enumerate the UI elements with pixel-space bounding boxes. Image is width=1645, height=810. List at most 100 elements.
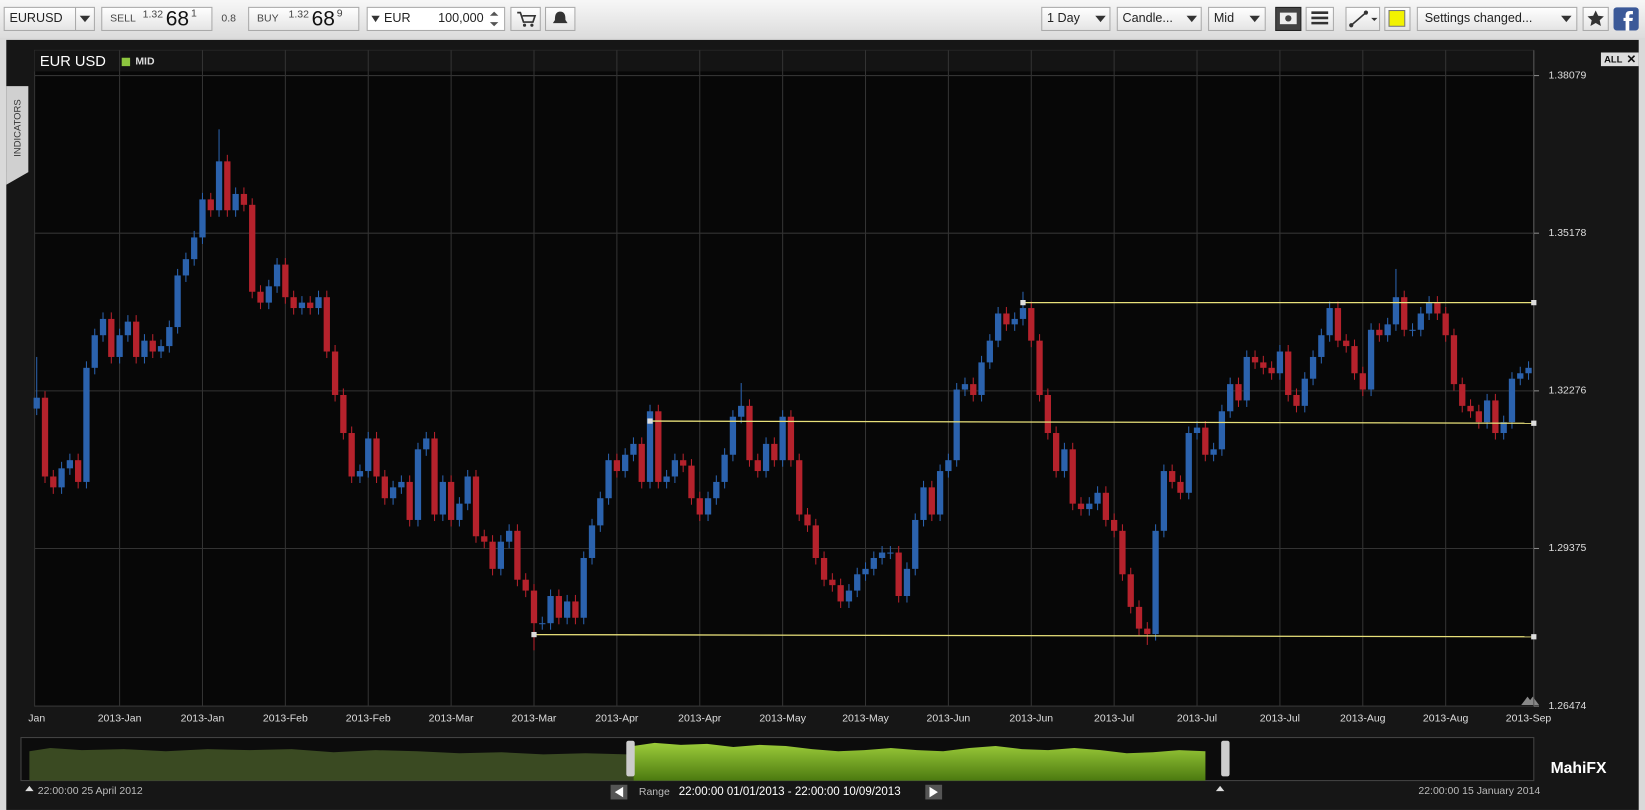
amount-input[interactable]: EUR 100,000 (366, 6, 506, 31)
candle-body (182, 259, 190, 276)
candle-body (99, 318, 107, 336)
candle-body (903, 568, 911, 597)
end-marker (1215, 785, 1225, 792)
candle-body (50, 476, 57, 488)
range-handle-left[interactable] (626, 740, 635, 777)
candle-body (746, 405, 753, 461)
candle-body (1442, 313, 1449, 336)
candle-body (1169, 471, 1176, 482)
candle-body (945, 460, 952, 472)
candle-body (133, 321, 140, 357)
candle-body (1144, 628, 1151, 635)
snapshot-button[interactable] (1275, 6, 1302, 31)
candle-body (447, 481, 455, 520)
candle-body (232, 193, 239, 211)
range-next-button[interactable] (925, 784, 943, 800)
price-select[interactable]: Mid (1208, 6, 1266, 31)
x-tick-label: 2013-Jul (1177, 713, 1217, 724)
candle-body (331, 351, 339, 395)
facebook-button[interactable] (1613, 7, 1639, 31)
interval-select[interactable]: 1 Day (1041, 6, 1111, 31)
range-handle-right[interactable] (1221, 740, 1230, 777)
zoom-label: ALL (1604, 54, 1623, 65)
candle-body (1483, 400, 1491, 423)
candle-body (1210, 449, 1217, 455)
buy-button[interactable]: BUY 1.32 68 9 (248, 6, 360, 31)
range-prev-button[interactable] (610, 784, 628, 800)
candle-body (630, 443, 637, 455)
candle-body (149, 340, 156, 352)
candle-body (986, 340, 993, 363)
candle-body (1160, 471, 1168, 531)
candle-body (779, 416, 786, 461)
candle-body (414, 449, 422, 520)
candle-body (1492, 400, 1499, 434)
candle-body (1293, 394, 1300, 406)
candle-body (1044, 394, 1051, 434)
candle-body (663, 476, 670, 482)
interval: 1 Day (1047, 11, 1081, 25)
brand: MahiFX (1551, 760, 1607, 777)
range-value: 22:00:00 01/01/2013 - 22:00:00 10/09/201… (679, 786, 901, 798)
candle-body (597, 498, 604, 526)
candle-body (713, 481, 720, 499)
favorite-button[interactable] (1582, 6, 1609, 31)
style-select[interactable]: Candle... (1116, 6, 1202, 31)
symbol-select[interactable]: EURUSD (3, 6, 95, 31)
candle-body (1351, 346, 1358, 374)
trend-handle (1531, 420, 1537, 426)
candle-body (1475, 411, 1482, 423)
candle-body (33, 397, 40, 409)
candle-body (323, 297, 330, 352)
indicators-label: INDICATORS (12, 99, 23, 156)
candle-body (1384, 324, 1391, 336)
x-tick-label: 2013-Aug (1423, 713, 1469, 724)
candle-body (298, 302, 306, 309)
candle-body (622, 454, 629, 472)
candle-body (1268, 367, 1275, 374)
trend-handle (1020, 299, 1026, 306)
sell-button[interactable]: SELL 1.32 68 1 (101, 6, 213, 31)
alert-button[interactable] (545, 6, 576, 31)
candle-body (381, 476, 388, 499)
candle-body (1243, 356, 1250, 401)
candle-body (1218, 411, 1226, 450)
candle-body (141, 340, 148, 357)
candle-body (696, 498, 703, 515)
candle-body (522, 579, 529, 591)
candle-body (1318, 335, 1325, 357)
draw-tool-button[interactable] (1345, 6, 1381, 31)
candle-body (307, 302, 314, 309)
candle-body (373, 438, 380, 477)
candle-body (1202, 427, 1209, 455)
zoom-all-button[interactable]: ALL (1600, 52, 1639, 67)
buy-label: BUY (257, 14, 279, 25)
candle-body (1086, 503, 1093, 510)
candle-body (207, 199, 214, 211)
settings-select[interactable]: Settings changed... (1416, 6, 1578, 31)
candle-body (431, 438, 438, 515)
x-tick-label: 2013-Apr (595, 713, 639, 724)
candle-body (812, 525, 819, 558)
color-button[interactable] (1384, 6, 1411, 31)
candle-body (820, 557, 828, 580)
candle-body (1052, 433, 1060, 472)
indicators-tab[interactable]: INDICATORS (6, 86, 29, 185)
candle-body (953, 389, 960, 461)
candle-body (423, 438, 430, 450)
y-tick-label: 1.26474 (1548, 701, 1586, 712)
start-marker (25, 785, 34, 792)
candle-body (456, 503, 463, 520)
candle-body (315, 297, 322, 309)
cart-button[interactable] (510, 6, 541, 31)
candle-body (406, 481, 413, 520)
layout-button[interactable] (1305, 6, 1334, 31)
chart-header (34, 50, 1534, 72)
candle-body (514, 530, 521, 580)
candle-body (1434, 302, 1441, 314)
navigator-end: 22:00:00 15 January 2014 (1418, 786, 1540, 797)
candle-body (199, 199, 206, 238)
candle-body (215, 161, 223, 211)
candle-body (1119, 530, 1126, 575)
candle-body (1069, 449, 1076, 504)
